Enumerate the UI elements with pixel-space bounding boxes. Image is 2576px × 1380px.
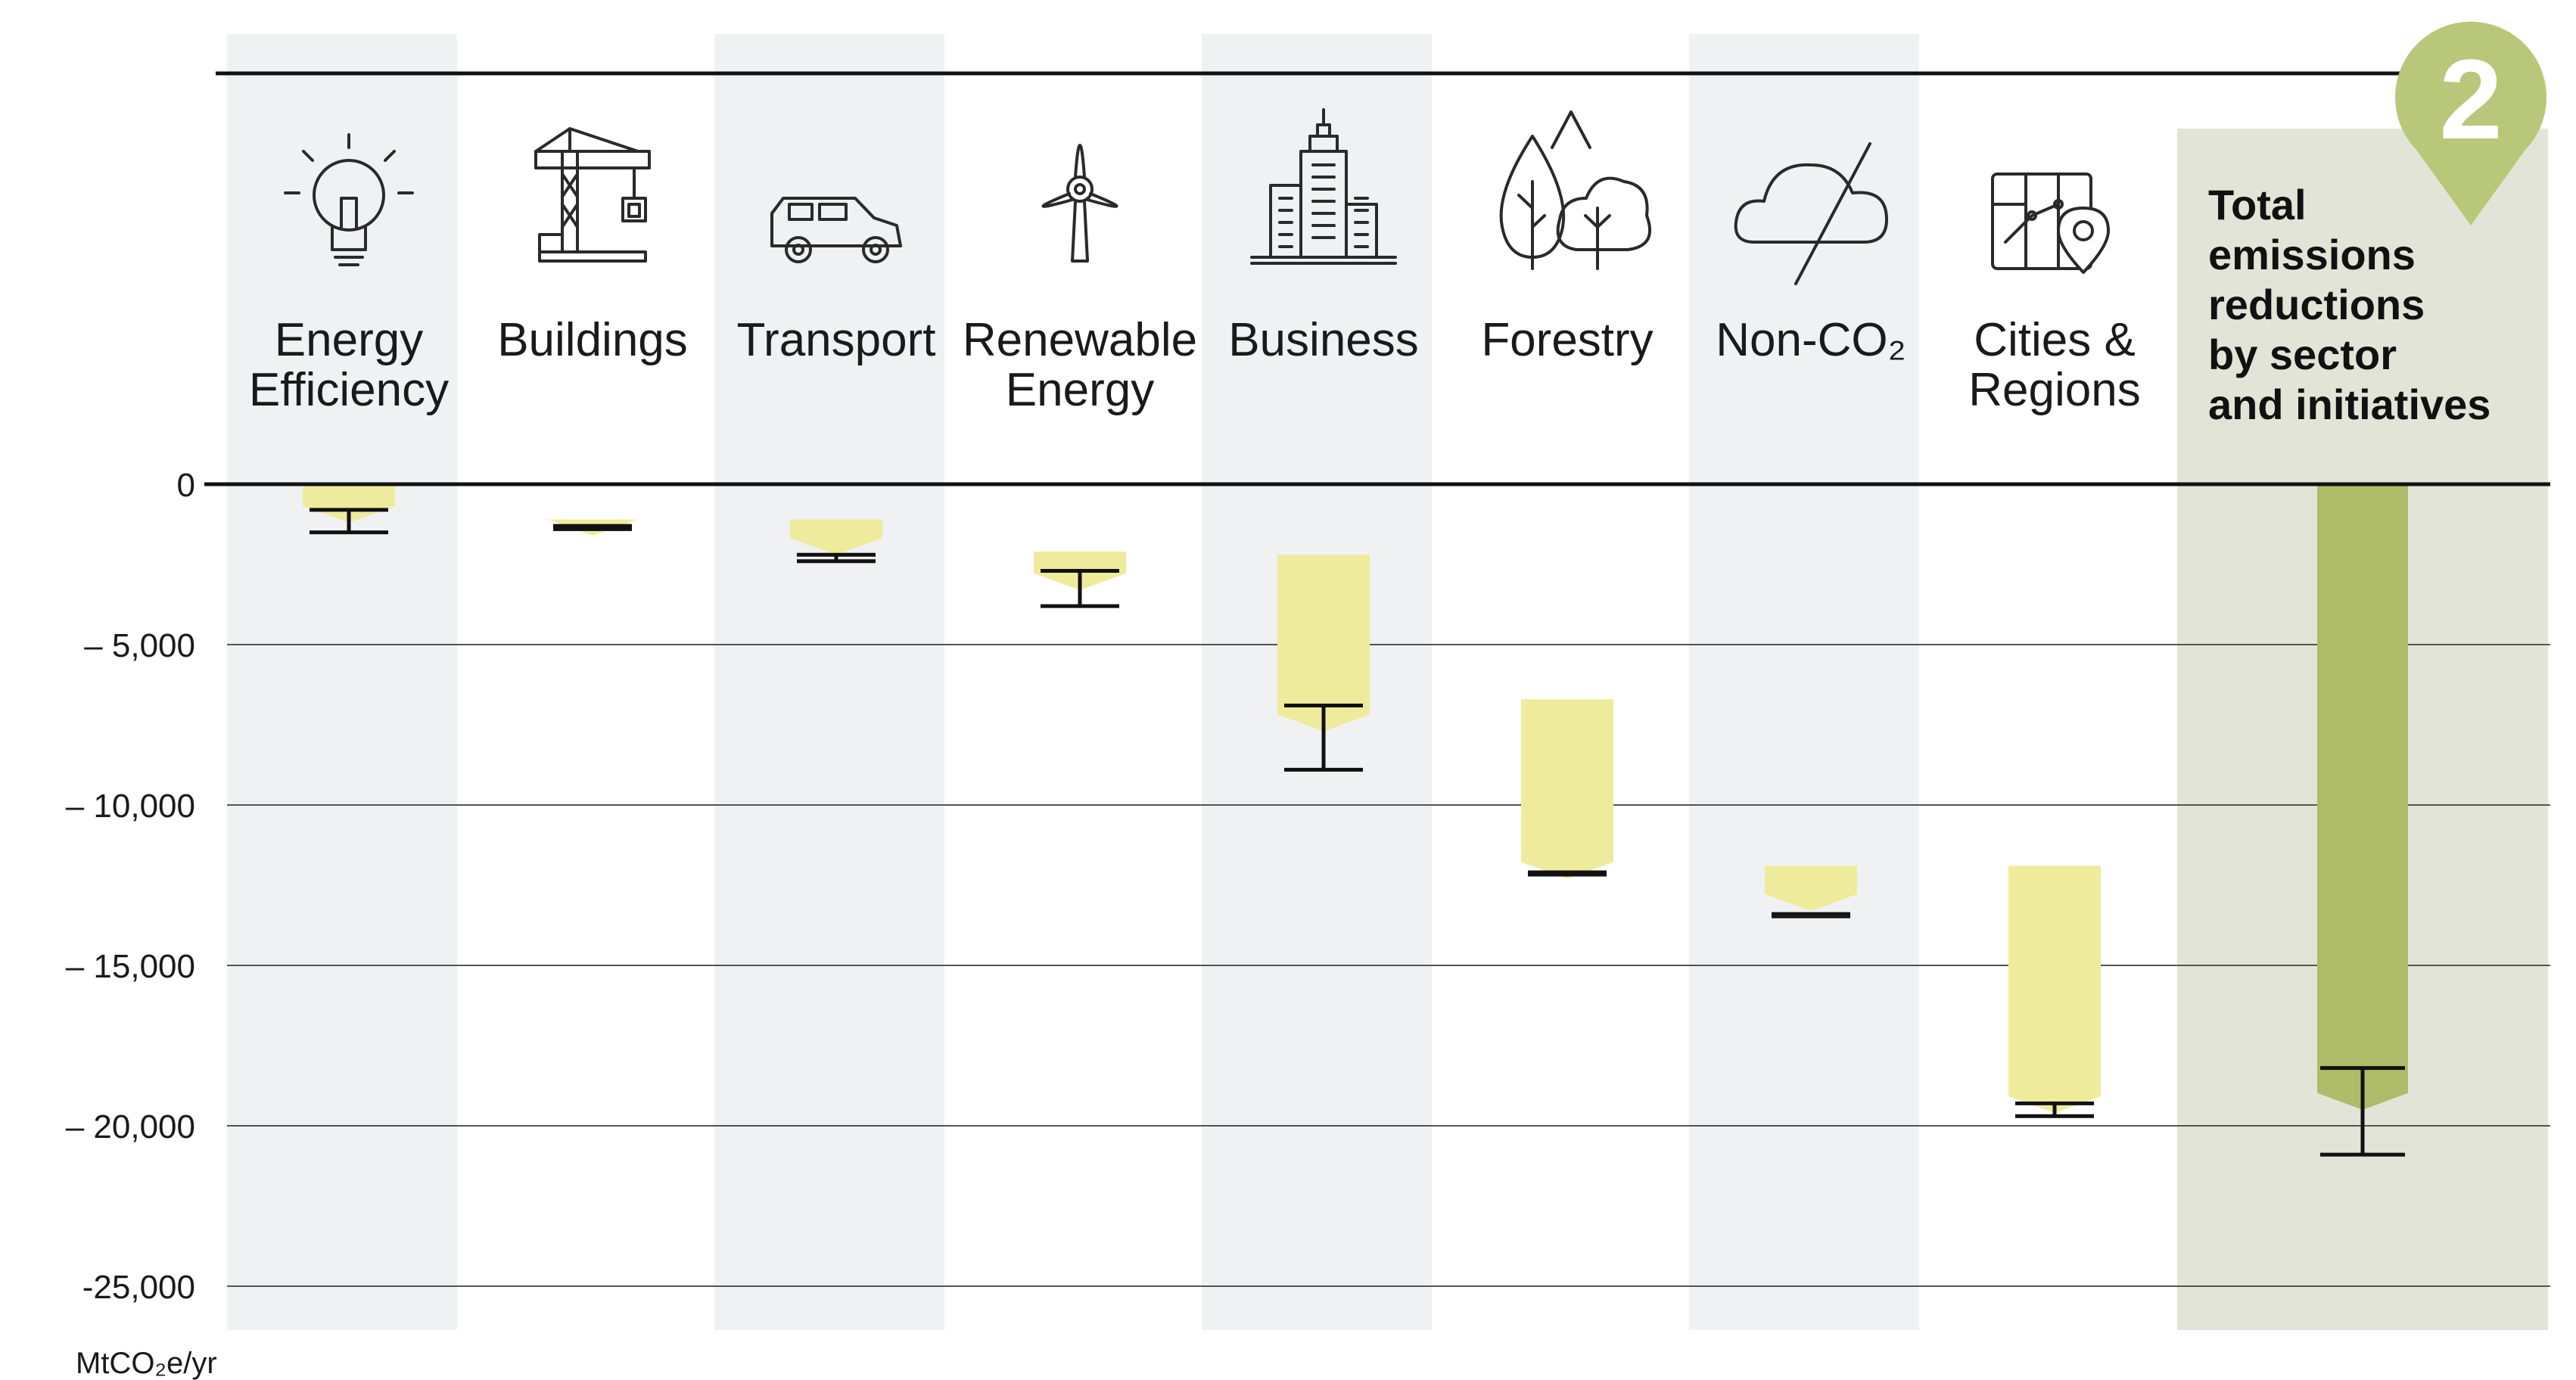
y-tick-label: 0 — [177, 467, 195, 504]
range-bar — [2008, 866, 2101, 1114]
error-bar — [1772, 912, 1850, 918]
category-label: Buildings — [497, 314, 688, 366]
range-bar — [1277, 555, 1370, 732]
column-stripe — [1689, 34, 1919, 1330]
total-range-bar — [2317, 484, 2408, 1110]
cloud-strikethrough-icon — [1734, 142, 1888, 285]
chart-number-badge: 2 — [2394, 21, 2546, 226]
category-label: Forestry — [1481, 314, 1653, 366]
error-bar — [1041, 568, 1119, 608]
range-bar — [1765, 866, 1857, 911]
error-bar — [310, 508, 388, 535]
category-label: Renewable Energy — [963, 314, 1197, 416]
range-bar — [1521, 699, 1613, 879]
range-bar — [790, 519, 882, 555]
error-bar — [2320, 1066, 2405, 1157]
office-tower-icon — [1250, 108, 1397, 265]
car-icon — [770, 197, 902, 263]
error-bar — [2015, 1101, 2094, 1118]
y-tick-label: -25,000 — [82, 1269, 195, 1306]
category-label: Business — [1228, 314, 1419, 366]
y-tick-label: – 10,000 — [66, 788, 195, 825]
category-label: Energy Efficiency — [249, 314, 449, 416]
total-category-label: Total emissions reductions by sector and ini… — [2208, 181, 2490, 428]
error-bar — [553, 524, 632, 531]
wind-turbine-icon — [1041, 144, 1118, 263]
category-label: Transport — [736, 314, 935, 366]
category-label: Non-CO₂ — [1716, 314, 1906, 366]
category-label: Cities & Regions — [1968, 314, 2140, 416]
y-tick-label: – 20,000 — [66, 1108, 195, 1145]
error-bar — [1284, 704, 1363, 772]
y-tick-label: – 15,000 — [66, 948, 195, 985]
lightbulb-icon — [284, 133, 414, 266]
y-tick-label: – 5,000 — [84, 627, 195, 664]
city-map-pin-icon — [1991, 172, 2110, 274]
badge-pin-shape — [2394, 21, 2546, 226]
trees-icon — [1499, 110, 1651, 270]
range-bar — [303, 484, 395, 523]
y-axis-unit-label: MtCO₂e/yr — [76, 1347, 217, 1380]
error-bar — [797, 552, 876, 564]
crane-building-icon — [534, 127, 651, 263]
error-bar — [1528, 870, 1607, 877]
column-stripe — [714, 34, 944, 1330]
badge-number: 2 — [2439, 36, 2502, 163]
